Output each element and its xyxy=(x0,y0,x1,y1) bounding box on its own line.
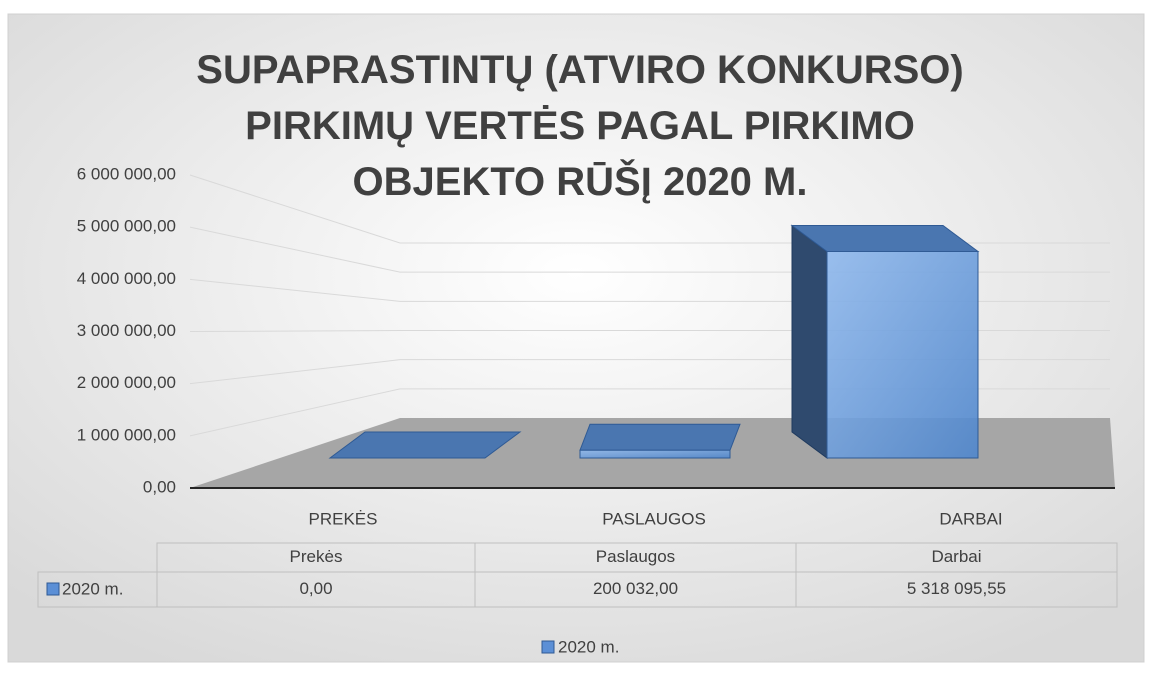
bar-side xyxy=(791,224,828,459)
bar-top xyxy=(328,431,522,459)
y-tick-label: 3 000 000,00 xyxy=(77,321,176,340)
table-header: Paslaugos xyxy=(596,547,675,566)
table-value: 200 032,00 xyxy=(593,579,678,598)
table-row-border xyxy=(37,571,1118,608)
bar-top xyxy=(579,423,741,451)
y-tick-label: 0,00 xyxy=(143,477,176,496)
chart-title: SUPAPRASTINTŲ (ATVIRO KONKURSO) PIRKIMŲ … xyxy=(196,48,964,204)
x-tick-label: PASLAUGOS xyxy=(602,509,706,528)
table-value: 0,00 xyxy=(299,579,332,598)
bar xyxy=(826,250,979,459)
y-tick-label: 4 000 000,00 xyxy=(77,269,176,288)
legend-label: 2020 m. xyxy=(558,637,619,656)
table-series-label: 2020 m. xyxy=(62,579,123,598)
table-header: Prekės xyxy=(290,547,343,566)
x-tick-label: DARBAI xyxy=(939,509,1002,528)
y-tick-label: 1 000 000,00 xyxy=(77,425,176,444)
table-value: 5 318 095,55 xyxy=(907,579,1006,598)
y-tick-label: 2 000 000,00 xyxy=(77,373,176,392)
legend-key xyxy=(541,640,555,654)
legend-key xyxy=(46,582,60,596)
y-tick-label: 6 000 000,00 xyxy=(77,164,176,183)
bar xyxy=(579,449,731,459)
table-header: Darbai xyxy=(931,547,981,566)
y-tick-label: 5 000 000,00 xyxy=(77,217,176,236)
x-tick-label: PREKĖS xyxy=(309,509,378,528)
